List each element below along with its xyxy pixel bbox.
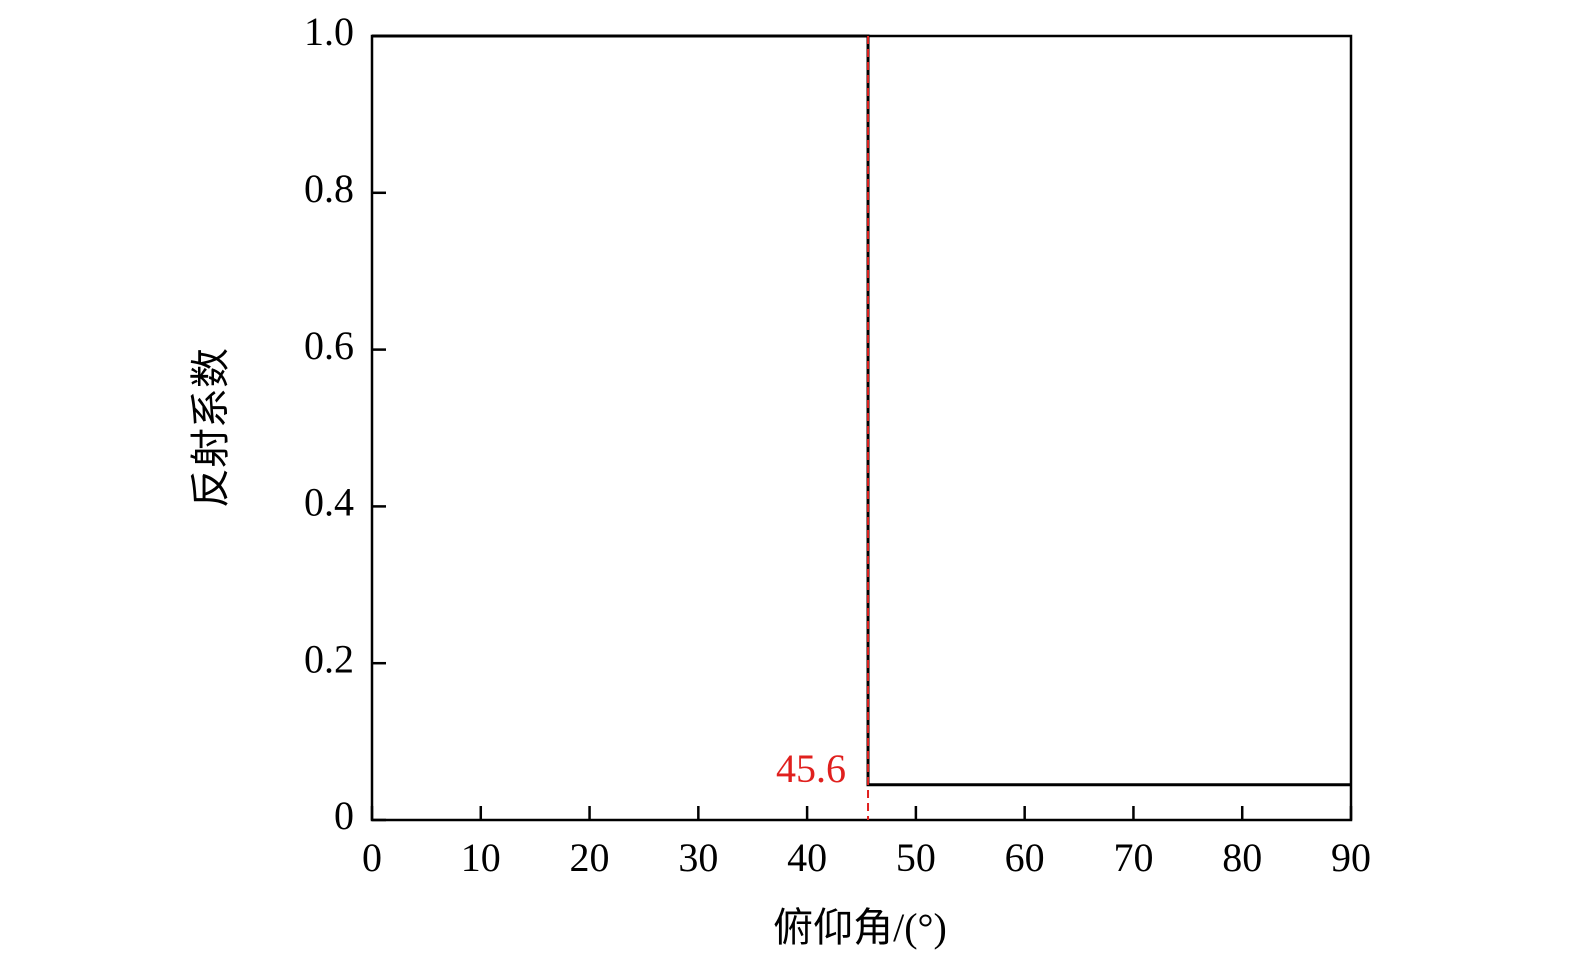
data-line [372,34,1351,787]
x-tick-label: 90 [1331,835,1371,880]
reference-label: 45.6 [776,746,846,791]
y-tick-label: 1.0 [304,9,354,54]
plot-frame [370,34,1353,822]
x-axis-label: 俯仰角/(°) [773,905,947,950]
x-tick-label: 50 [896,835,936,880]
y-axis-label: 反射系数 [188,348,233,508]
y-tick-label: 0.2 [304,636,354,681]
x-tick-label: 20 [570,835,610,880]
x-tick-label: 40 [787,835,827,880]
x-tick-label: 80 [1222,835,1262,880]
y-tick-label: 0.8 [304,166,354,211]
y-tick-label: 0.4 [304,480,354,525]
x-tick-label: 10 [461,835,501,880]
x-tick-label: 30 [678,835,718,880]
y-tick-label: 0 [334,793,354,838]
x-tick-label: 60 [1005,835,1045,880]
x-tick-label: 0 [362,835,382,880]
x-tick-label: 70 [1113,835,1153,880]
y-tick-label: 0.6 [304,323,354,368]
